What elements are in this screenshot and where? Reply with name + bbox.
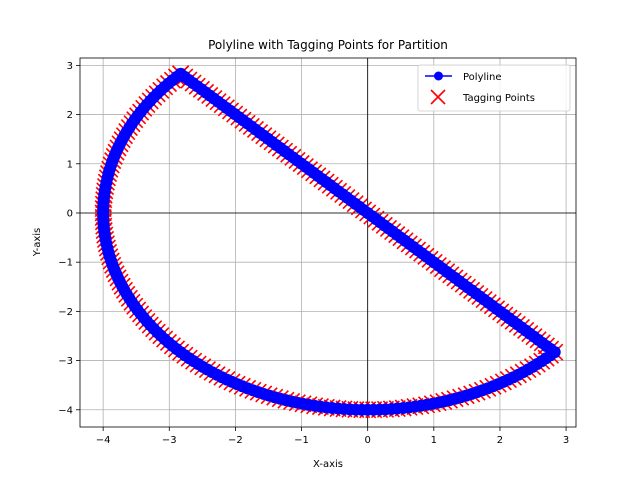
polyline-point [174, 67, 187, 80]
polyline-series [97, 67, 561, 416]
polyline-line [102, 73, 557, 411]
legend-box [417, 64, 571, 112]
y-tick-label: 3 [67, 61, 73, 72]
x-tick-label: −2 [228, 435, 243, 446]
legend-polyline-label: Polyline [463, 72, 502, 83]
x-tick-label: 1 [431, 435, 437, 446]
y-tick-label: −3 [58, 356, 73, 367]
legend-polyline-marker [434, 71, 443, 81]
grid [80, 58, 576, 427]
x-ticks: −4 −3 −2 −1 0 1 2 3 [96, 427, 569, 446]
reference-lines [80, 58, 576, 427]
legend: Polyline Tagging Points [417, 64, 571, 112]
x-tick-label: −1 [294, 435, 309, 446]
x-axis-label: X-axis [313, 459, 343, 470]
y-tick-label: −1 [58, 258, 73, 269]
y-tick-label: 1 [67, 159, 73, 170]
series-layer [94, 65, 564, 419]
legend-tagging-marker [430, 89, 446, 105]
y-tick-label: −2 [58, 307, 73, 318]
x-tick-label: 3 [563, 435, 569, 446]
y-axis-label: Y-axis [32, 228, 43, 258]
plot-frame [79, 57, 577, 428]
x-tick-label: 2 [497, 435, 503, 446]
y-ticks: −4 −3 −2 −1 0 1 2 3 [58, 61, 80, 416]
x-tick-label: −3 [162, 435, 177, 446]
x-tick-label: −4 [96, 435, 111, 446]
chart-title: Polyline with Tagging Points for Partiti… [208, 38, 448, 52]
tagging-points-series [94, 65, 564, 419]
y-tick-label: 0 [67, 208, 73, 219]
y-tick-label: −4 [58, 405, 73, 416]
y-tick-label: 2 [67, 110, 73, 121]
x-tick-label: 0 [364, 435, 370, 446]
legend-tagging-label: Tagging Points [462, 93, 535, 104]
